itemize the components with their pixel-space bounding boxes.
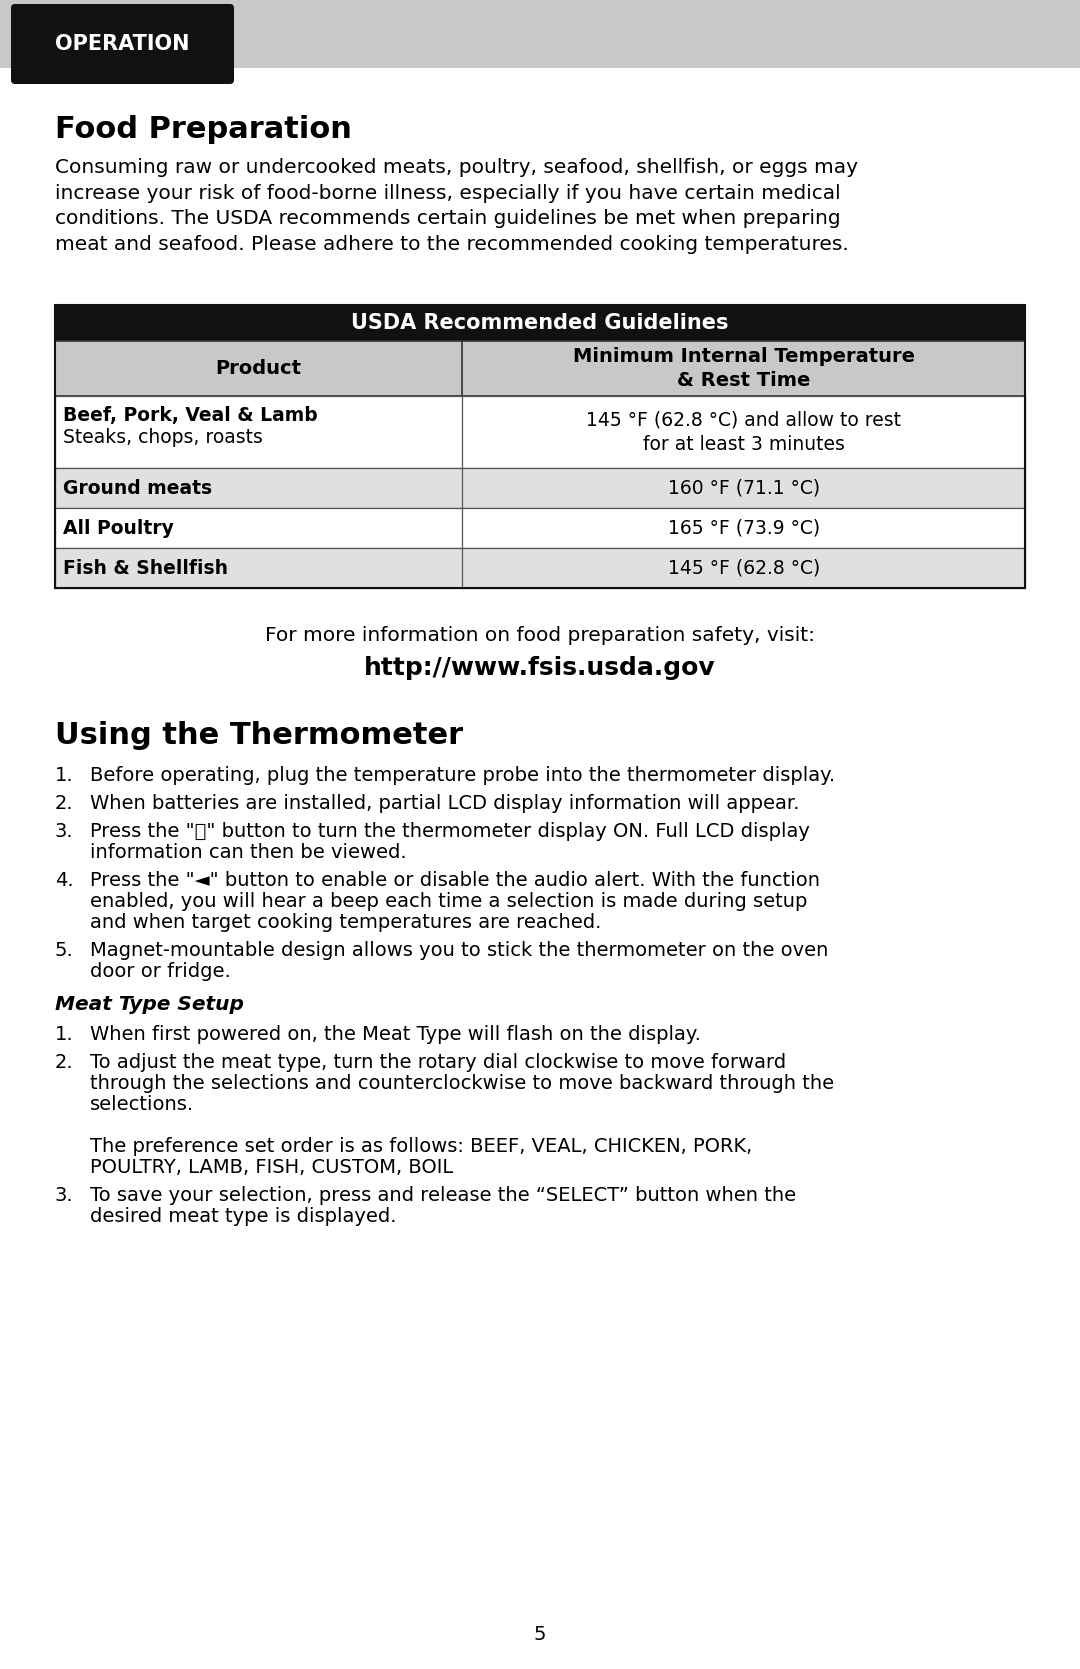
Text: desired meat type is displayed.: desired meat type is displayed. (90, 1207, 396, 1227)
Text: Press the "◄" button to enable or disable the audio alert. With the function: Press the "◄" button to enable or disabl… (90, 871, 820, 890)
Text: Using the Thermometer: Using the Thermometer (55, 721, 463, 749)
Text: 160 °F (71.1 °C): 160 °F (71.1 °C) (667, 479, 820, 497)
Bar (55, 396, 1025, 467)
Text: 5.: 5. (55, 941, 73, 960)
Bar (55, 547, 1025, 587)
Text: 3.: 3. (55, 1187, 73, 1205)
Text: Press the "⏻" button to turn the thermometer display ON. Full LCD display: Press the "⏻" button to turn the thermom… (90, 823, 810, 841)
Bar (55, 507, 1025, 547)
Text: http://www.fsis.usda.gov: http://www.fsis.usda.gov (364, 656, 716, 679)
Text: 2.: 2. (55, 794, 73, 813)
Text: Steaks, chops, roasts: Steaks, chops, roasts (63, 427, 262, 447)
Text: enabled, you will hear a beep each time a selection is made during setup: enabled, you will hear a beep each time … (90, 891, 808, 911)
Text: Beef, Pork, Veal & Lamb: Beef, Pork, Veal & Lamb (63, 406, 318, 426)
Text: Minimum Internal Temperature
& Rest Time: Minimum Internal Temperature & Rest Time (572, 347, 915, 391)
Text: When batteries are installed, partial LCD display information will appear.: When batteries are installed, partial LC… (90, 794, 799, 813)
Text: 1.: 1. (55, 1025, 73, 1045)
Text: information can then be viewed.: information can then be viewed. (90, 843, 407, 861)
Text: Ground meats: Ground meats (63, 479, 212, 497)
Text: Food Preparation: Food Preparation (55, 115, 352, 144)
Bar (55, 467, 1025, 507)
Text: selections.: selections. (90, 1095, 194, 1113)
Text: 145 °F (62.8 °C): 145 °F (62.8 °C) (667, 559, 820, 577)
Text: 2.: 2. (55, 1053, 73, 1071)
Text: door or fridge.: door or fridge. (90, 961, 231, 981)
Text: To save your selection, press and release the “SELECT” button when the: To save your selection, press and releas… (90, 1187, 796, 1205)
Text: POULTRY, LAMB, FISH, CUSTOM, BOIL: POULTRY, LAMB, FISH, CUSTOM, BOIL (90, 1158, 454, 1177)
Text: To adjust the meat type, turn the rotary dial clockwise to move forward: To adjust the meat type, turn the rotary… (90, 1053, 786, 1071)
Text: All Poultry: All Poultry (63, 519, 174, 537)
Text: and when target cooking temperatures are reached.: and when target cooking temperatures are… (90, 913, 602, 931)
Bar (55, 340, 1025, 396)
Text: Fish & Shellfish: Fish & Shellfish (63, 559, 228, 577)
Text: through the selections and counterclockwise to move backward through the: through the selections and counterclockw… (90, 1073, 834, 1093)
Bar (55, 305, 1025, 340)
Text: Product: Product (216, 359, 301, 377)
Text: For more information on food preparation safety, visit:: For more information on food preparation… (265, 626, 815, 644)
FancyBboxPatch shape (11, 3, 234, 83)
Text: Before operating, plug the temperature probe into the thermometer display.: Before operating, plug the temperature p… (90, 766, 835, 784)
Text: Meat Type Setup: Meat Type Setup (55, 995, 244, 1015)
Text: Magnet-mountable design allows you to stick the thermometer on the oven: Magnet-mountable design allows you to st… (90, 941, 828, 960)
Text: Consuming raw or undercooked meats, poultry, seafood, shellfish, or eggs may
inc: Consuming raw or undercooked meats, poul… (55, 159, 858, 254)
Text: 5: 5 (534, 1626, 546, 1644)
Bar (0, 0, 1080, 68)
Bar (55, 305, 1025, 587)
Text: 165 °F (73.9 °C): 165 °F (73.9 °C) (667, 519, 820, 537)
Text: 145 °F (62.8 °C) and allow to rest
for at least 3 minutes: 145 °F (62.8 °C) and allow to rest for a… (586, 411, 901, 454)
Text: OPERATION: OPERATION (55, 33, 190, 53)
Text: When first powered on, the Meat Type will flash on the display.: When first powered on, the Meat Type wil… (90, 1025, 701, 1045)
Text: 4.: 4. (55, 871, 73, 890)
Text: The preference set order is as follows: BEEF, VEAL, CHICKEN, PORK,: The preference set order is as follows: … (90, 1137, 753, 1157)
Text: 3.: 3. (55, 823, 73, 841)
Text: USDA Recommended Guidelines: USDA Recommended Guidelines (351, 314, 729, 334)
Text: 1.: 1. (55, 766, 73, 784)
